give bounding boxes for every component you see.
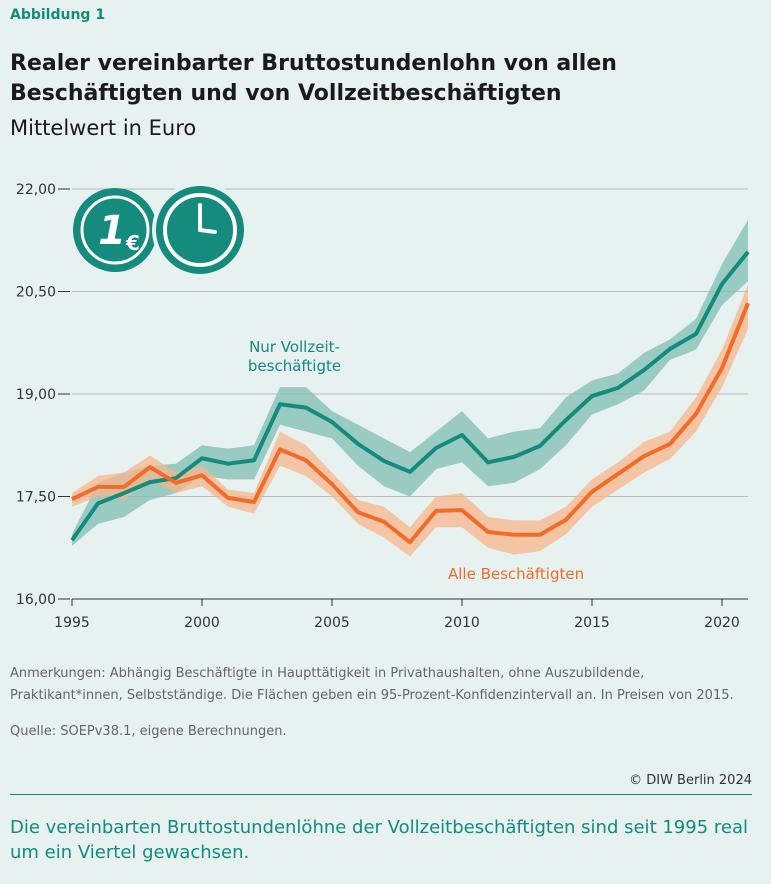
- confidence-band: [72, 284, 748, 557]
- x-tick-label: 2020: [704, 615, 740, 631]
- chart-title: Realer vereinbarter Bruttostundenlohn vo…: [10, 51, 617, 106]
- series-line: [71, 302, 750, 545]
- chart-subtitle: Mittelwert in Euro: [10, 116, 197, 140]
- x-tick-label: 2010: [444, 615, 480, 631]
- y-tick-label: 17,50: [16, 490, 56, 506]
- series-line: [70, 250, 750, 542]
- confidence-band: [72, 219, 748, 546]
- y-tick-label: 16,00: [16, 592, 56, 608]
- icon-currency: €: [125, 231, 140, 255]
- y-tick-label: 19,00: [16, 387, 56, 403]
- x-tick-label: 1995: [54, 615, 90, 631]
- caption: Die vereinbarten Bruttostundenlöhne der …: [10, 817, 748, 863]
- x-tick-label: 2015: [574, 615, 610, 631]
- copyright: © DIW Berlin 2024: [10, 773, 752, 795]
- series-label: Alle Beschäftigten: [448, 565, 585, 583]
- icon-text: 1: [98, 208, 126, 254]
- series-label: Nur Vollzeit-beschäftigte: [247, 338, 342, 375]
- y-tick-label: 22,00: [16, 182, 56, 198]
- chart: 16,00 17,50 19,00 20,50 22,00 1995 2000 2005 201…: [16, 182, 750, 631]
- notes: Anmerkungen: Abhängig Beschäftigte in Ha…: [10, 666, 734, 703]
- x-tick-label: 2005: [314, 615, 350, 631]
- x-tick-label: 2000: [184, 615, 220, 631]
- source: Quelle: SOEPv38.1, eigene Berechnungen.: [10, 724, 287, 739]
- y-tick-label: 20,50: [16, 285, 56, 301]
- icon: 1 €: [73, 182, 248, 278]
- figure-label: Abbildung 1: [10, 7, 106, 23]
